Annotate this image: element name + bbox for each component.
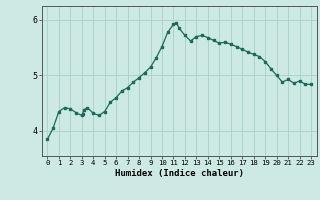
X-axis label: Humidex (Indice chaleur): Humidex (Indice chaleur) xyxy=(115,169,244,178)
